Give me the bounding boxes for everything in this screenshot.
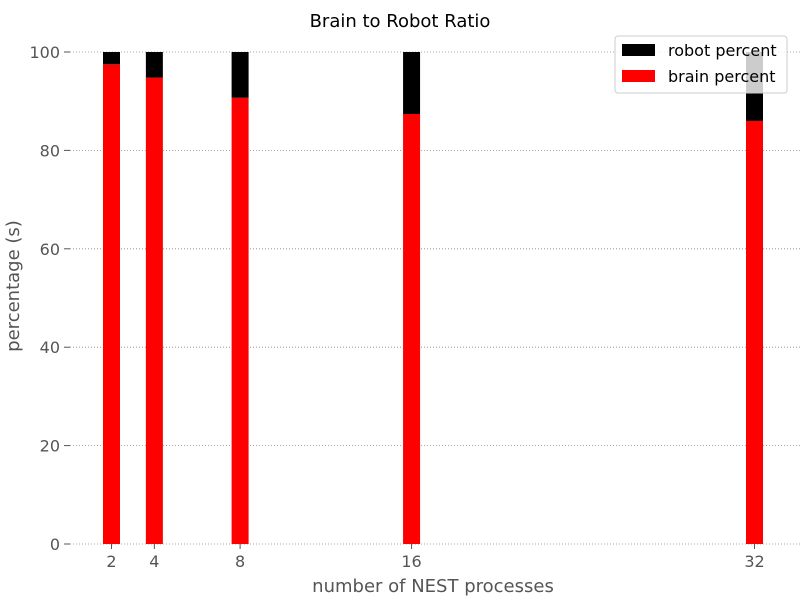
y-tick-label-80: 80 [40, 141, 60, 160]
legend-label-robot: robot percent [668, 41, 777, 60]
x-tick-label-8: 8 [235, 552, 245, 571]
bar-robot-percent-2 [103, 52, 120, 65]
y-axis-ticks: 0 20 40 60 80 100 [29, 43, 70, 554]
bars [103, 52, 763, 545]
y-tick-label-20: 20 [40, 437, 60, 456]
bar-brain-percent-4 [145, 77, 163, 545]
y-axis-title: percentage (s) [3, 220, 24, 352]
legend-swatch-robot [622, 44, 655, 56]
legend-swatch-brain [622, 70, 655, 82]
bar-brain-percent-8 [231, 97, 249, 545]
x-axis-ticks: 2 4 8 16 32 [106, 544, 765, 571]
bar-brain-percent-32 [746, 120, 763, 544]
bar-robot-percent-16 [403, 52, 421, 114]
legend-label-brain: brain percent [668, 67, 776, 86]
x-axis-title: number of NEST processes [312, 576, 554, 597]
y-tick-label-40: 40 [40, 338, 60, 357]
x-tick-label-32: 32 [744, 552, 764, 571]
y-tick-label-0: 0 [50, 535, 60, 554]
y-tick-label-60: 60 [40, 240, 60, 259]
legend-box [614, 35, 788, 94]
grid-lines [70, 51, 800, 545]
x-tick-label-2: 2 [106, 552, 116, 571]
bar-robot-percent-8 [231, 52, 249, 98]
y-tick-label-100: 100 [29, 43, 60, 62]
legend: robot percent brain percent [614, 35, 788, 94]
chart-title: Brain to Robot Ratio [310, 11, 491, 32]
bar-robot-percent-4 [145, 52, 163, 78]
bar-brain-percent-2 [103, 64, 120, 545]
x-tick-label-16: 16 [401, 552, 421, 571]
bar-brain-percent-16 [403, 113, 421, 544]
x-tick-label-4: 4 [149, 552, 159, 571]
